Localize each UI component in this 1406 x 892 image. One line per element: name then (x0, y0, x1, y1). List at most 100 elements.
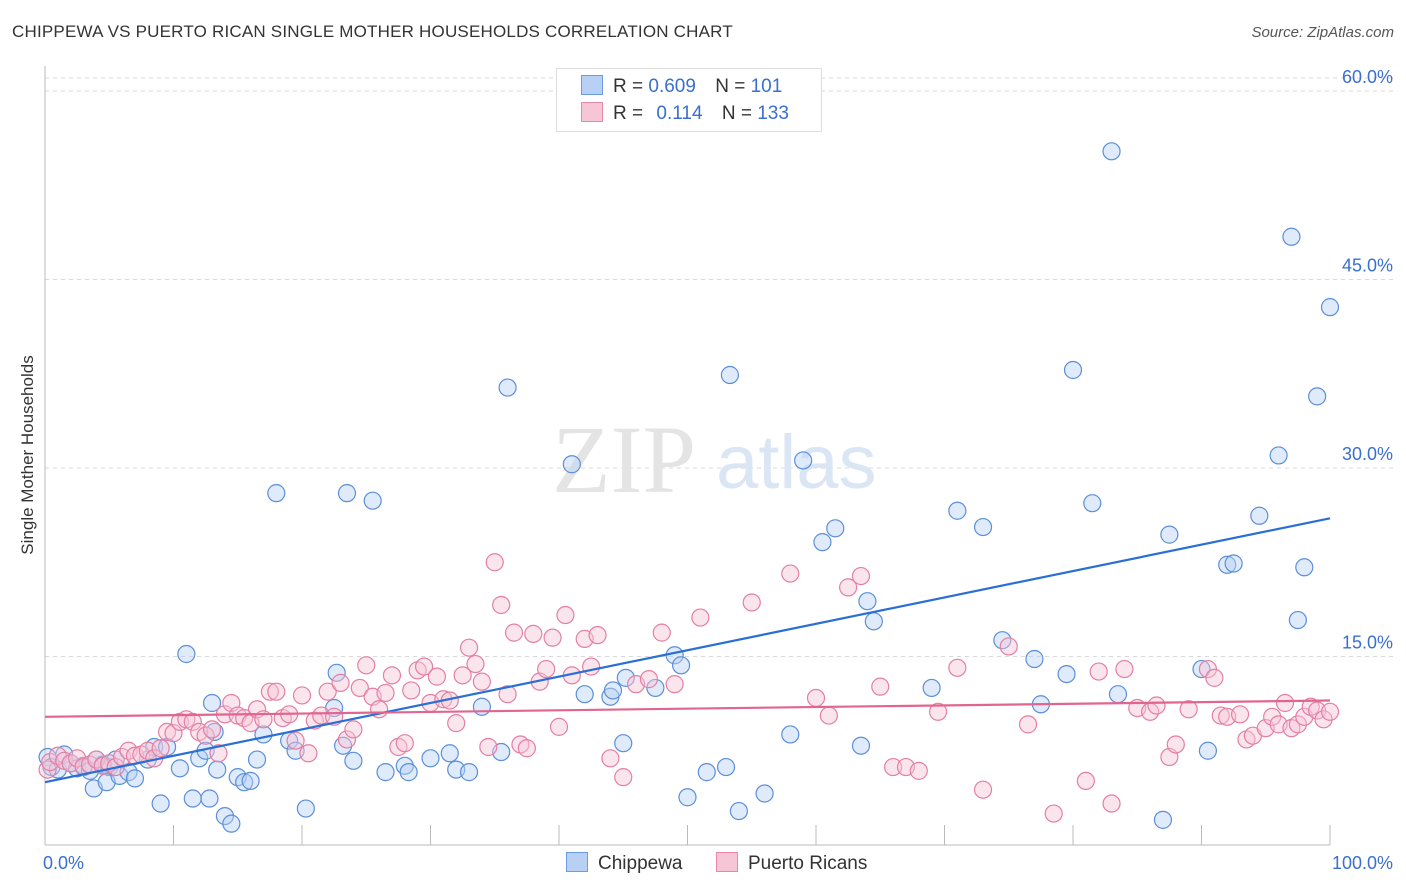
puerto-ricans-point (312, 706, 331, 725)
bottom-legend-swatch-chippewa (566, 852, 588, 872)
chippewa-point (575, 685, 594, 704)
chippewa-point (202, 693, 222, 713)
chippewa-point (222, 814, 241, 833)
chippewa-point (1160, 525, 1179, 544)
chippewa-point (151, 794, 170, 813)
puerto-ricans-point (453, 666, 472, 685)
bottom-legend-puerto-ricans: Puerto Ricans (716, 852, 867, 875)
chippewa-point (1295, 558, 1314, 577)
puerto-ricans-point (1275, 693, 1295, 713)
puerto-ricans-point (1018, 715, 1038, 734)
chippewa-point (1102, 142, 1121, 161)
puerto-ricans-point (299, 744, 318, 763)
puerto-ricans-point (1288, 715, 1307, 734)
puerto-ricans-point (883, 757, 903, 777)
chippewa-point (337, 484, 357, 503)
y-tick-label: 45.0% (1342, 256, 1393, 276)
chippewa-point (399, 763, 418, 782)
puerto-ricans-point (1166, 735, 1185, 754)
chippewa-point (1250, 506, 1269, 525)
legend-n-value-puerto-ricans: 133 (757, 103, 789, 124)
chippewa-point (205, 722, 224, 742)
chippewa-point (616, 668, 635, 687)
puerto-ricans-point (601, 749, 620, 768)
chippewa-point (241, 771, 260, 791)
chippewa-point (440, 744, 459, 763)
legend-r-value-puerto-ricans: 0.114 (656, 103, 703, 124)
chippewa-point (973, 517, 993, 537)
bottom-legend-label-puerto-ricans: Puerto Ricans (748, 853, 868, 874)
puerto-ricans-point (183, 712, 202, 731)
chippewa-point (826, 519, 845, 538)
puerto-ricans-point (556, 605, 575, 625)
puerto-ricans-point (1076, 771, 1095, 791)
chippewa-point (267, 484, 286, 503)
puerto-ricans-point (582, 657, 601, 676)
chippewa-point (716, 757, 736, 777)
puerto-ricans-point (376, 683, 395, 703)
chippewa-point (813, 533, 832, 552)
chippewa-point (614, 734, 633, 753)
tick-labels: 15.0% 30.0% 45.0% 60.0% 0.0% 100.0% (43, 67, 1393, 873)
chippewa-point (1308, 387, 1327, 406)
chippewa-point (864, 612, 883, 631)
chippewa-point (1224, 554, 1243, 573)
chippewa-point (720, 365, 740, 385)
legend-swatch-chippewa (581, 75, 603, 95)
bottom-legend-label-chippewa: Chippewa (598, 853, 683, 874)
chippewa-point (208, 760, 227, 779)
legend-swatch-puerto-ricans (581, 102, 603, 122)
puerto-ricans-point (614, 768, 633, 787)
puerto-ricans-point (1179, 700, 1198, 719)
puerto-ricans-point (202, 720, 222, 739)
chippewa-point (781, 725, 800, 744)
watermark-zip: ZIP (552, 406, 696, 513)
puerto-ricans-point (742, 593, 761, 612)
chippewa-point (1063, 360, 1083, 380)
chippewa-point (344, 751, 363, 770)
legend-n-label: N = (721, 103, 752, 124)
puerto-ricans-point (537, 659, 556, 679)
puerto-ricans-point (839, 578, 858, 597)
legend-n-label: N = (715, 76, 746, 97)
y-tick-label: 15.0% (1342, 633, 1393, 653)
chippewa-point (678, 788, 697, 807)
source-label: Source: ZipAtlas.com (1251, 24, 1394, 41)
puerto-ricans-point (395, 734, 414, 753)
puerto-ricans-point (427, 667, 447, 686)
puerto-ricans-point (973, 780, 993, 799)
puerto-ricans-point (337, 730, 357, 749)
chippewa-point (376, 763, 395, 782)
puerto-ricans-point (1230, 705, 1250, 724)
puerto-ricans-point (1115, 659, 1134, 679)
y-tick-label: 60.0% (1342, 67, 1393, 87)
bottom-legend-chippewa: Chippewa (566, 852, 683, 875)
puerto-ricans-point (164, 724, 183, 743)
chippewa-trend-line (44, 517, 1331, 784)
chippewa-point (1198, 741, 1218, 760)
puerto-ricans-point (267, 682, 286, 701)
chippewa-point (562, 455, 581, 474)
puerto-ricans-point (485, 553, 504, 572)
puerto-ricans-point (151, 739, 170, 758)
puerto-ricans-point (1263, 707, 1282, 726)
legend-r-label: R = (613, 76, 644, 97)
chippewa-point (948, 501, 967, 520)
puerto-ricans-point (292, 686, 312, 705)
puerto-ricans-point (344, 720, 363, 739)
puerto-ricans-point (928, 702, 948, 721)
trend-lines (44, 517, 1331, 784)
chippewa-point (1025, 649, 1044, 669)
puerto-ricans-point (806, 688, 826, 708)
puerto-ricans-point (382, 666, 402, 685)
chippewa-point (729, 801, 749, 821)
puerto-ricans-point (479, 737, 498, 757)
chippewa-point (421, 749, 440, 768)
puerto-ricans-point (948, 658, 967, 677)
puerto-ricans-point (871, 677, 890, 696)
puerto-ricans-point (665, 675, 684, 694)
bottom-legend-swatch-puerto-ricans (716, 852, 738, 872)
puerto-ricans-point (639, 670, 659, 689)
puerto-ricans-point (1102, 794, 1121, 813)
chippewa-point (200, 789, 219, 808)
